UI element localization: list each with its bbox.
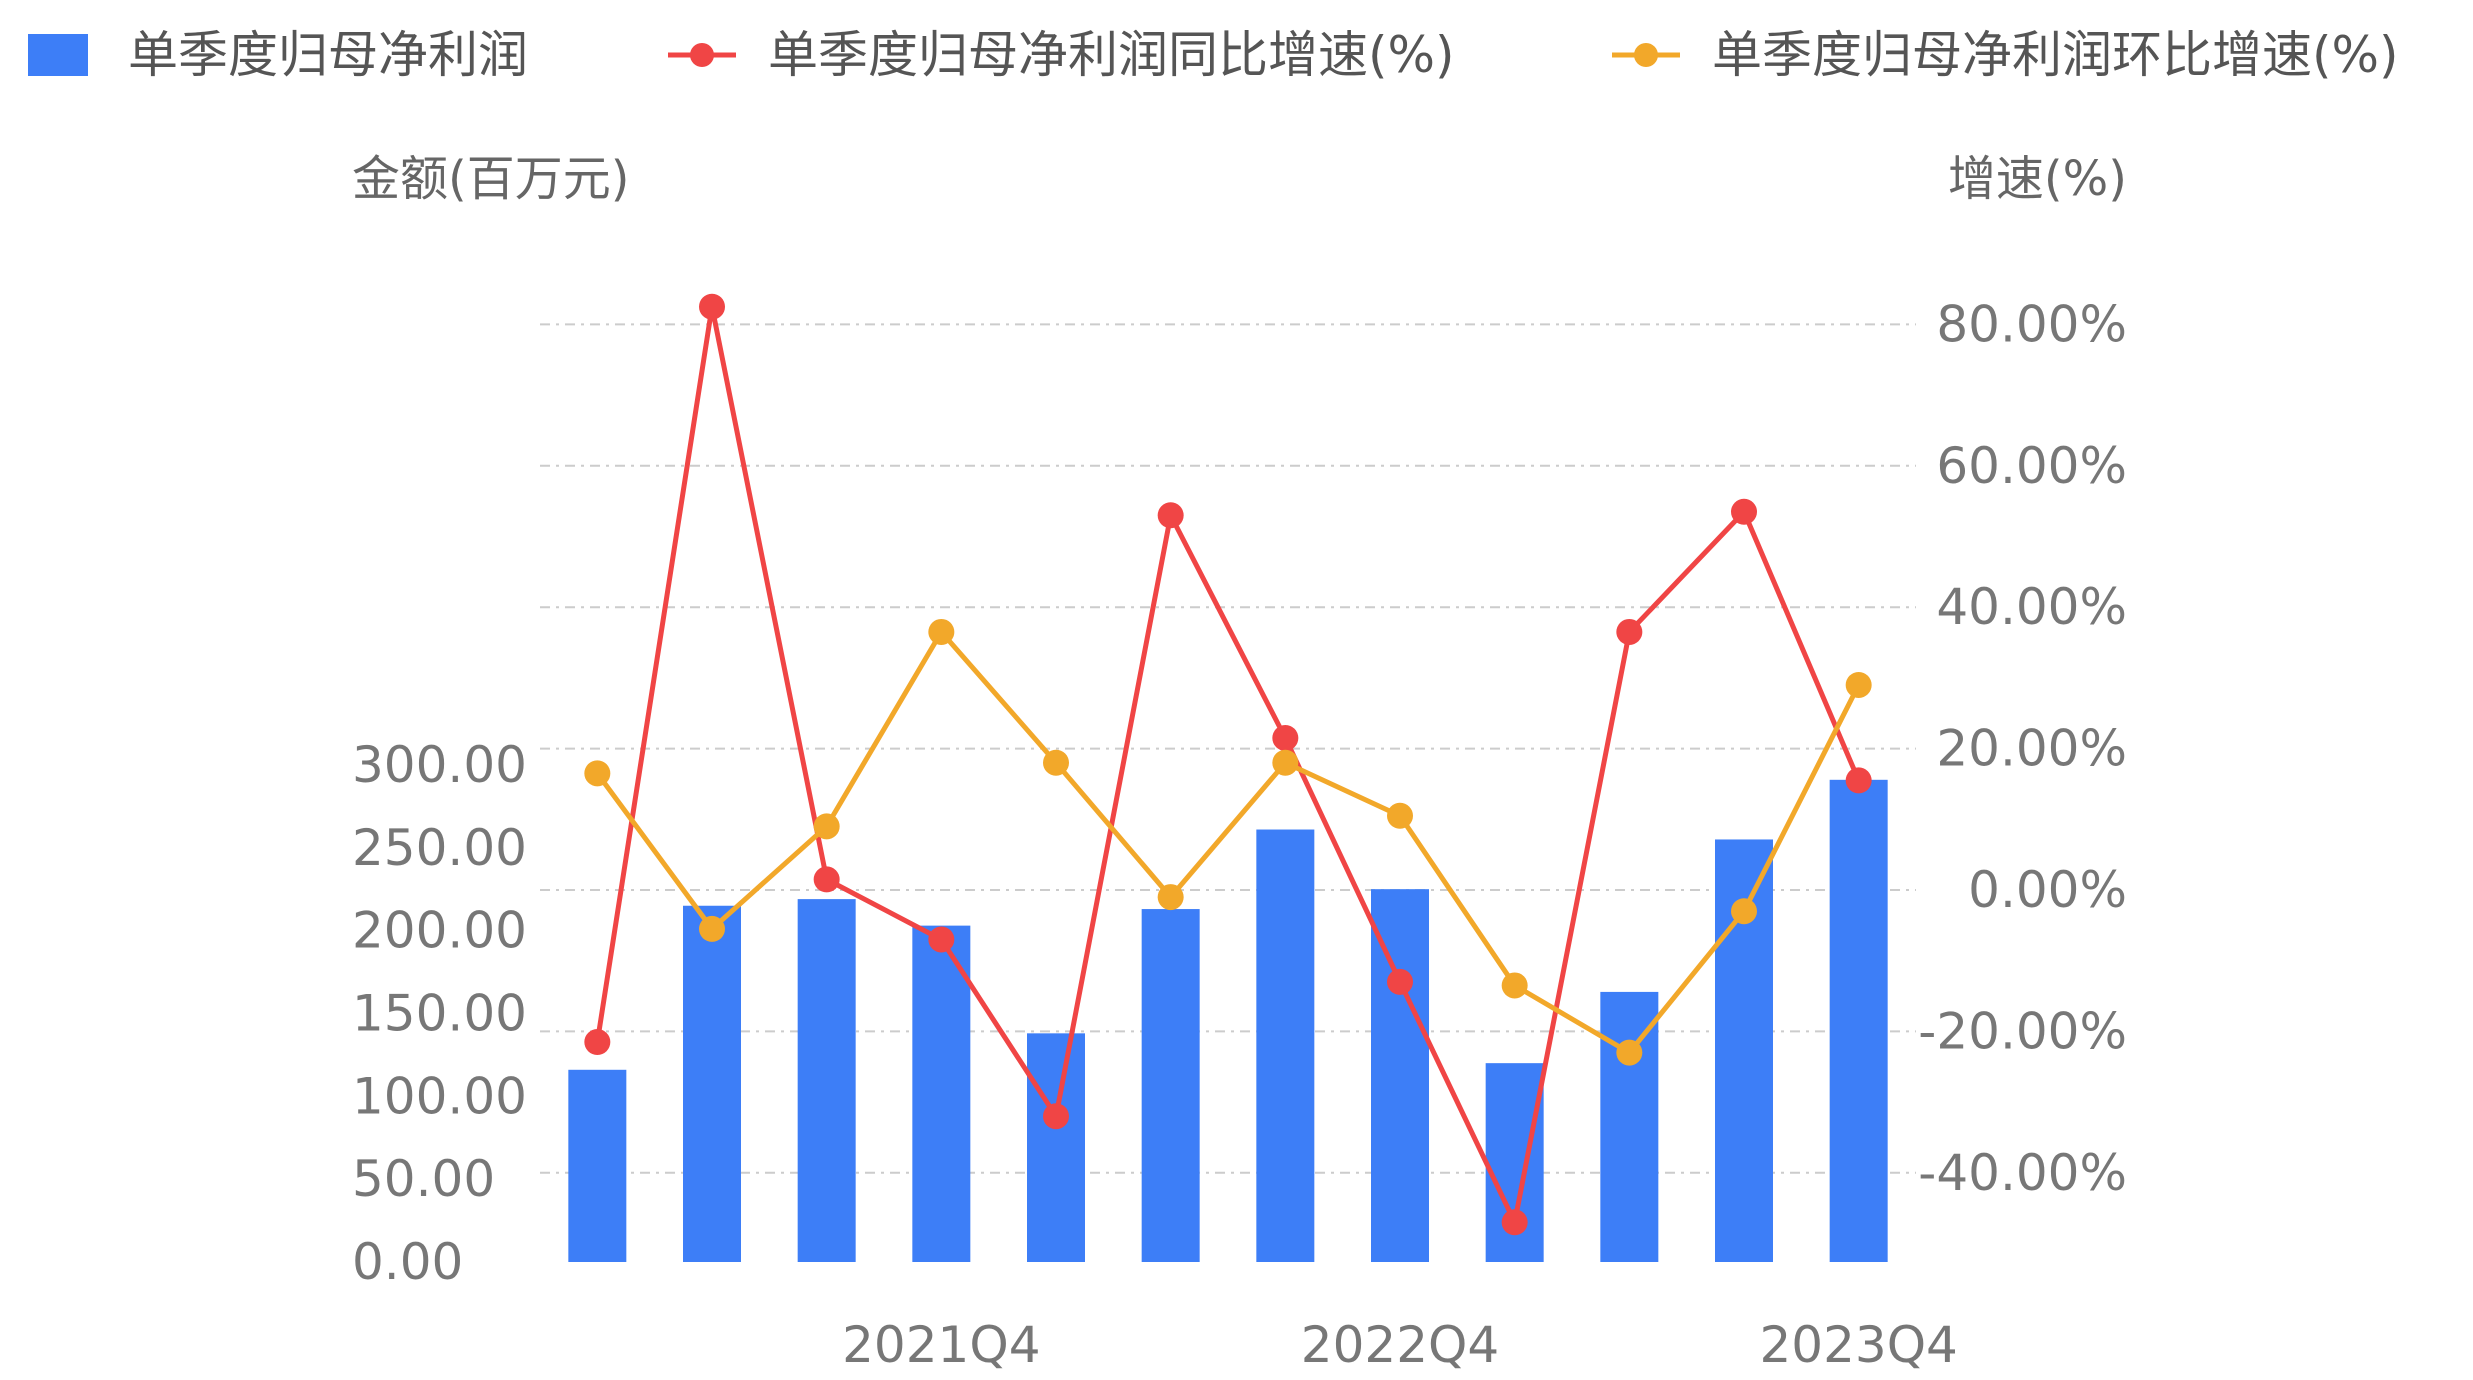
yoy-growth-point	[1501, 1209, 1528, 1236]
bar	[1027, 1033, 1085, 1262]
yoy-growth-point	[1157, 502, 1184, 529]
qoq-growth-point	[1845, 671, 1872, 698]
left-tick-label: 100.00	[352, 1067, 527, 1125]
left-tick-label: 200.00	[352, 902, 527, 960]
left-tick-label: 300.00	[352, 736, 527, 794]
left-tick-label: 150.00	[352, 984, 527, 1042]
right-tick-label: 0.00%	[1968, 861, 2127, 919]
right-tick-label: -20.00%	[1918, 1002, 2127, 1060]
legend-label: 单季度归母净利润同比增速(%)	[768, 26, 1455, 84]
legend-label: 单季度归母净利润环比增速(%)	[1712, 26, 2399, 84]
qoq-growth-point	[813, 813, 840, 840]
legend-swatch-bar	[28, 34, 88, 76]
right-axis-title: 增速(%)	[1948, 151, 2127, 207]
qoq-growth-point	[1501, 972, 1528, 999]
right-tick-label: -40.00%	[1918, 1144, 2127, 1202]
right-tick-label: 60.00%	[1936, 437, 2127, 495]
bar	[797, 899, 856, 1262]
bar	[1371, 889, 1429, 1262]
qoq-growth-point	[1731, 898, 1757, 925]
line-series	[584, 293, 1872, 1236]
yoy-growth-point	[1731, 498, 1757, 525]
yoy-growth-point	[1845, 767, 1872, 794]
right-axis-ticks: -40.00% -20.00% 0.00% 20.00% 40.00% 60.00% 80.…	[1918, 295, 2127, 1201]
x-tick-label: 2021Q4	[842, 1316, 1040, 1374]
bar	[912, 925, 971, 1262]
bar-series	[568, 779, 1888, 1262]
x-axis-ticks: 2021Q4 2022Q4 2023Q4	[842, 1316, 1958, 1374]
qoq-growth-point	[1157, 884, 1184, 911]
legend-label: 单季度归母净利润	[128, 26, 528, 84]
qoq-growth-point	[1043, 749, 1069, 776]
yoy-growth-point	[699, 293, 725, 320]
yoy-growth-point	[1387, 968, 1413, 995]
qoq-growth-point	[928, 618, 955, 645]
yoy-growth-point	[1043, 1103, 1069, 1130]
qoq-growth-point	[1272, 749, 1299, 776]
right-tick-label: 40.00%	[1936, 578, 2127, 636]
qoq-growth-point	[699, 915, 725, 942]
legend: 单季度归母净利润 单季度归母净利润同比增速(%) 单季度归母净利润环比增速(%)	[28, 26, 2399, 84]
left-tick-label: 50.00	[352, 1150, 495, 1208]
qoq-growth-line	[595, 629, 1861, 1056]
legend-swatch-marker	[1634, 43, 1658, 67]
left-tick-label: 250.00	[352, 819, 527, 877]
right-tick-label: 80.00%	[1936, 295, 2127, 353]
x-tick-label: 2023Q4	[1759, 1316, 1957, 1374]
legend-swatch-marker	[690, 43, 714, 67]
qoq-growth-point	[1387, 802, 1413, 829]
left-axis-ticks: 0.00 50.00 100.00 150.00 200.00 250.00 300.00	[352, 736, 527, 1291]
bar	[1141, 909, 1200, 1262]
bar	[568, 1069, 627, 1262]
yoy-growth-point	[1272, 724, 1299, 751]
qoq-growth-point	[1616, 1039, 1643, 1066]
yoy-growth-point	[928, 926, 955, 953]
x-tick-label: 2022Q4	[1301, 1316, 1499, 1374]
grid-lines	[540, 323, 1916, 1174]
right-tick-label: 20.00%	[1936, 720, 2127, 778]
yoy-growth-point	[1616, 618, 1643, 645]
left-tick-label: 0.00	[352, 1233, 463, 1291]
yoy-growth-line	[594, 304, 1861, 1225]
bar	[1256, 829, 1315, 1262]
yoy-growth-point	[584, 1029, 611, 1056]
yoy-growth-point	[813, 866, 840, 893]
left-axis-title: 金额(百万元)	[352, 151, 629, 207]
bar	[1829, 779, 1888, 1262]
bar	[1600, 991, 1659, 1262]
bar	[683, 905, 741, 1262]
qoq-growth-point	[584, 760, 611, 787]
